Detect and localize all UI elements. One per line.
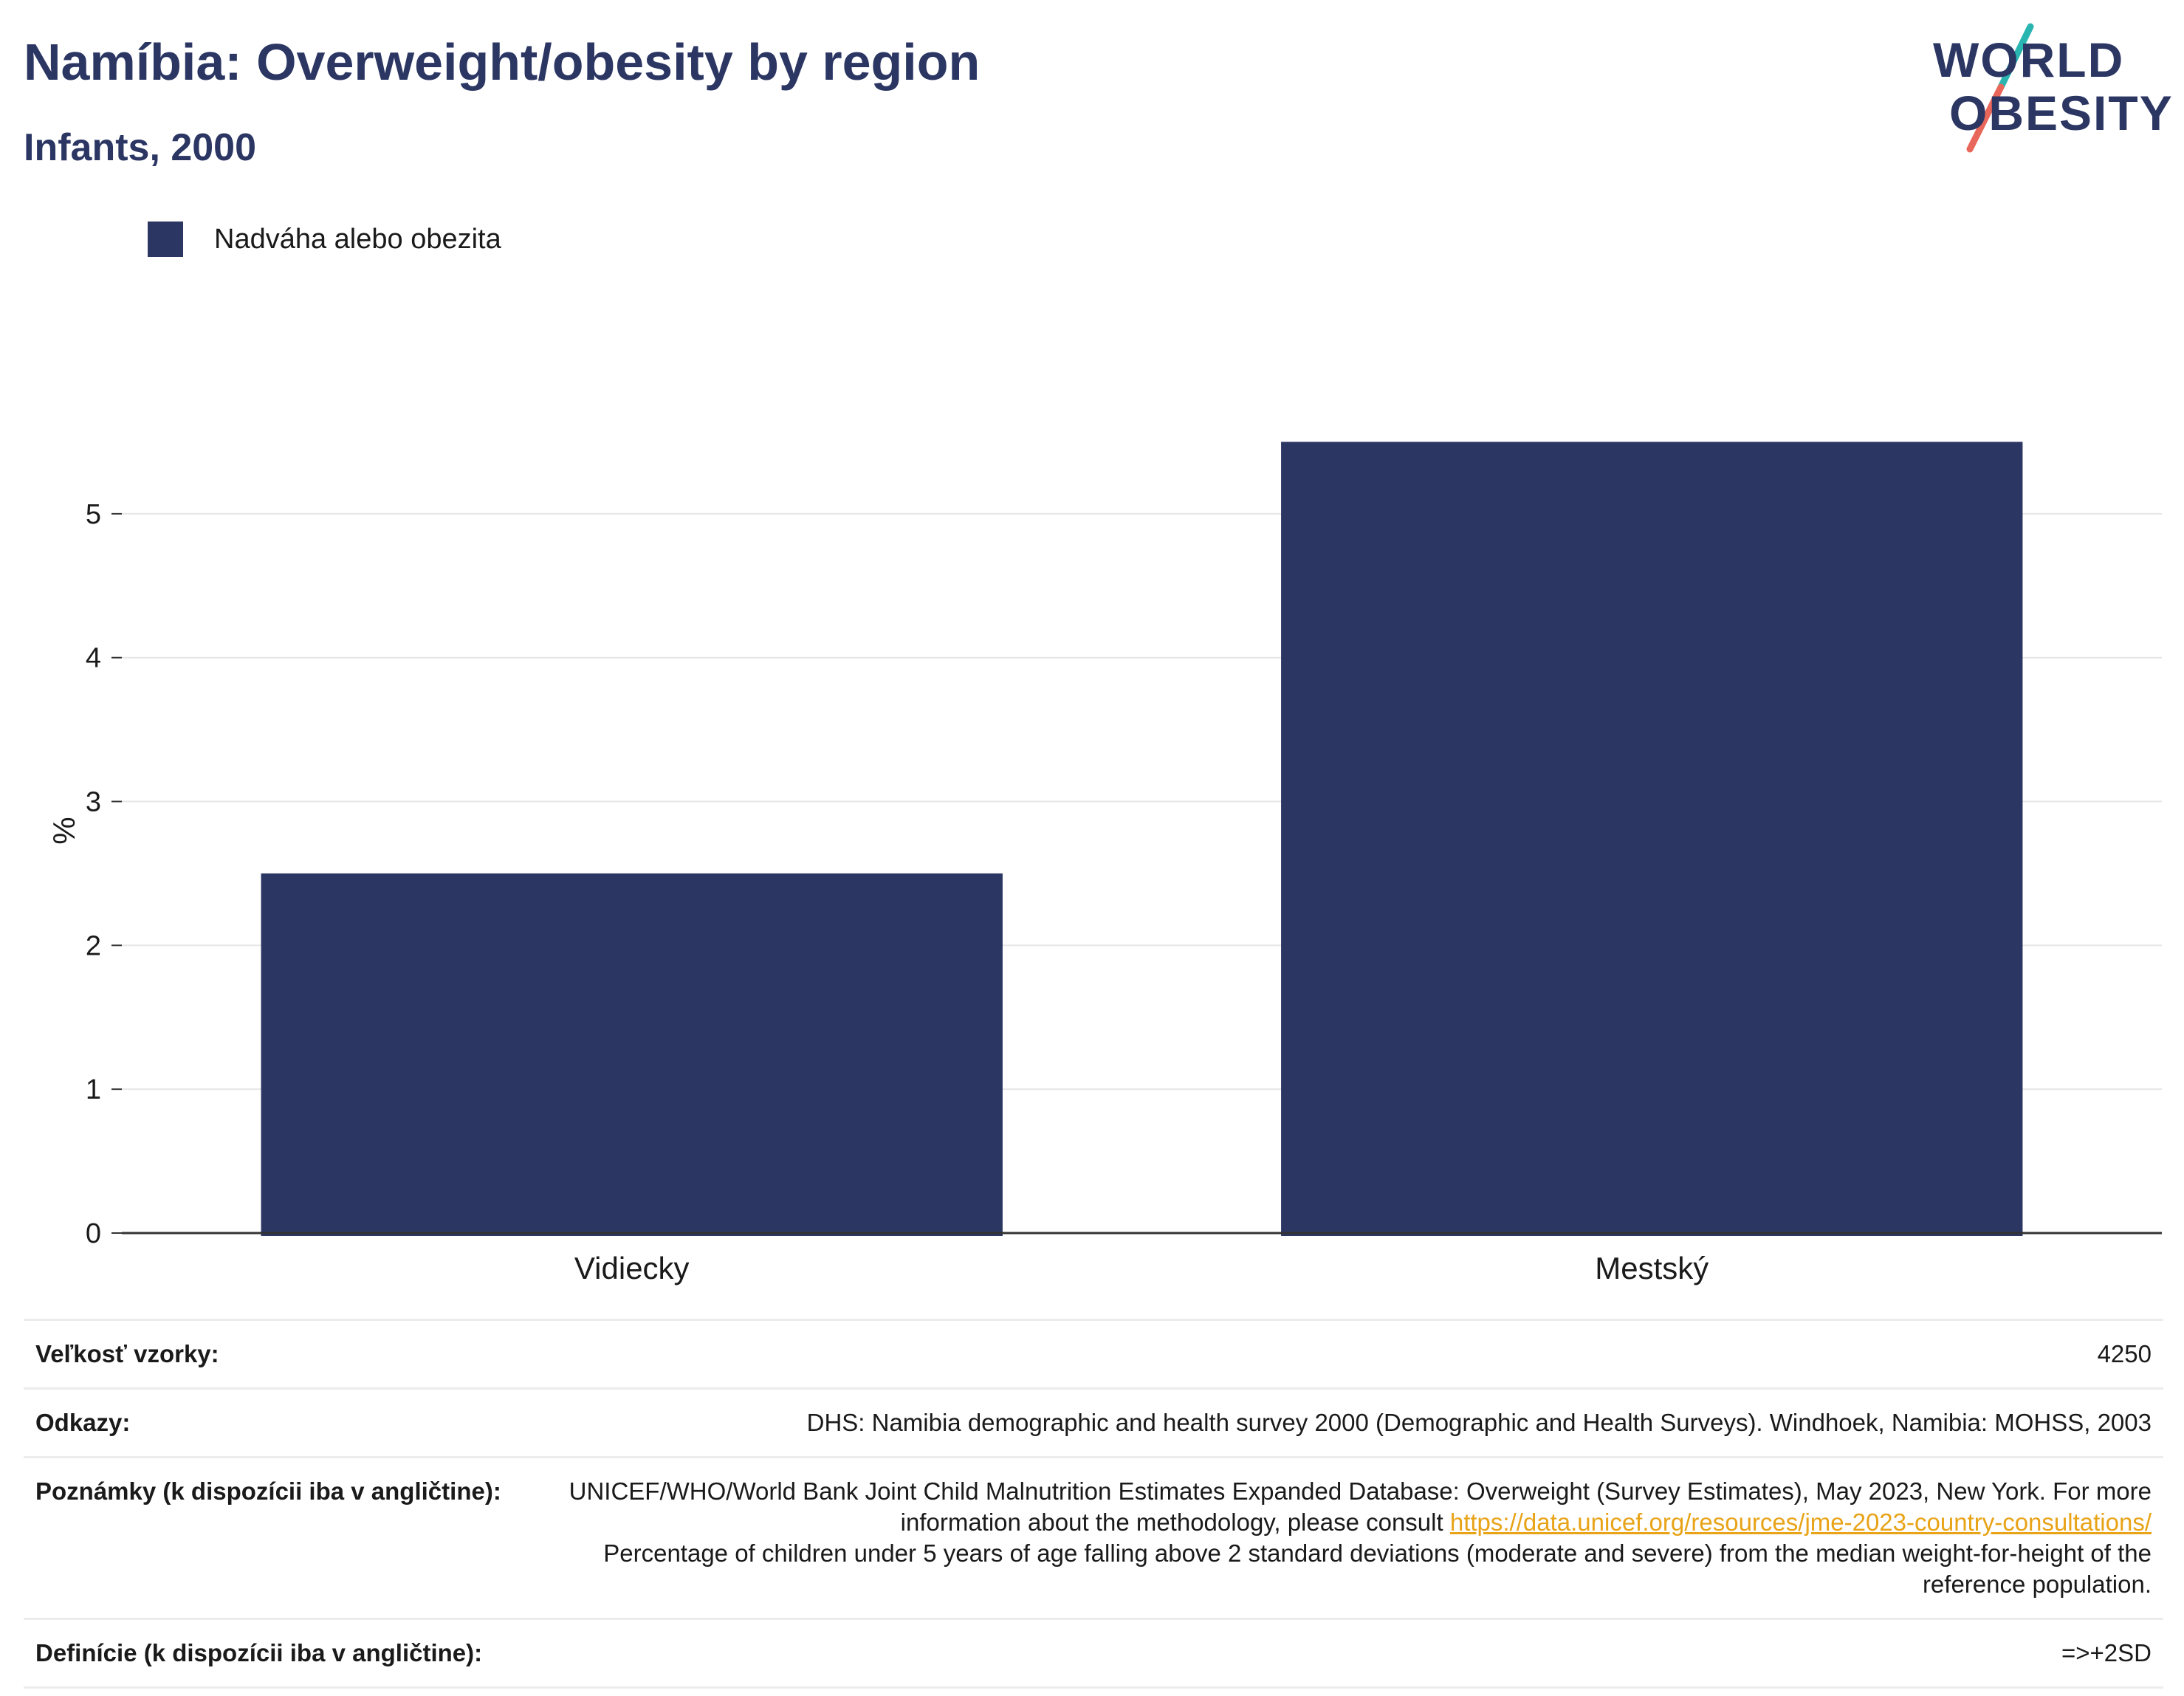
meta-row-definitions: Definície (k dispozícii iba v angličtine… [24, 1618, 2163, 1689]
logo-text-world: WORLD [1933, 32, 2125, 87]
meta-row-references: Odkazy: DHS: Namibia demographic and hea… [24, 1387, 2163, 1456]
chart-title: Namíbia: Overweight/obesity by region [24, 33, 981, 91]
y-axis-title: % [47, 817, 81, 844]
x-category-label: Mestský [1595, 1251, 1709, 1285]
legend: Nadváha alebo obezita [148, 222, 501, 257]
y-tick-label: 3 [86, 787, 101, 818]
meta-value: DHS: Namibia demographic and health surv… [806, 1409, 2152, 1436]
y-tick-label: 0 [86, 1218, 101, 1249]
legend-swatch [148, 222, 183, 257]
meta-row-sample-size: Veľkosť vzorky: 4250 [24, 1319, 2163, 1387]
x-category-label: Vidiecky [574, 1251, 690, 1285]
meta-value: UNICEF/WHO/World Bank Joint Child Malnut… [546, 1476, 2152, 1600]
y-tick-label: 2 [86, 930, 101, 961]
methodology-link[interactable]: https://data.unicef.org/resources/jme-20… [1449, 1508, 2152, 1536]
bar-chart: 0 1 2 3 4 5 Vidiecky Mestský% [47, 442, 2162, 1285]
y-tick-label: 5 [86, 499, 101, 530]
y-tick-label: 4 [86, 643, 101, 674]
y-tick-label: 1 [86, 1074, 101, 1105]
logo-text-obesity: OBESITY [1949, 86, 2174, 140]
legend-label: Nadváha alebo obezita [214, 223, 501, 255]
meta-key: Odkazy: [35, 1409, 131, 1436]
meta-value: 4250 [2097, 1340, 2152, 1367]
meta-row-notes: Poznámky (k dispozícii iba v angličtine)… [24, 1456, 2163, 1618]
bar-urban [1281, 442, 2023, 1237]
bar-rural [261, 873, 1003, 1236]
chart-subtitle: Infants, 2000 [24, 126, 257, 169]
meta-key: Veľkosť vzorky: [35, 1340, 219, 1367]
meta-key: Poznámky (k dispozícii iba v angličtine)… [35, 1477, 501, 1505]
meta-key: Definície (k dispozícii iba v angličtine… [35, 1639, 483, 1666]
notes-text: UNICEF/WHO/World Bank Joint Child Malnut… [569, 1477, 2152, 1536]
notes-definition-text: Percentage of children under 5 years of … [603, 1539, 2152, 1598]
metadata-table: Veľkosť vzorky: 4250 Odkazy: DHS: Namibi… [24, 1319, 2163, 1689]
meta-value: =>+2SD [2061, 1639, 2152, 1666]
